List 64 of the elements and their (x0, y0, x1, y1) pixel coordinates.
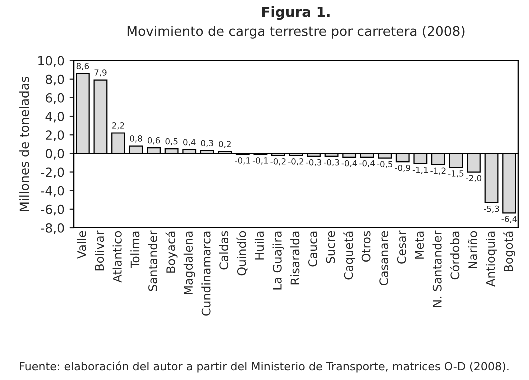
x-tick-label: Meta (415, 232, 424, 259)
source-note: Fuente: elaboración del autor a partir del Ministerio de Transporte, matrices O-D (2008). (20, 362, 509, 373)
data-label: -0,1 (252, 158, 268, 165)
data-label: -2,0 (466, 175, 482, 182)
x-tick-label: Cauca (308, 232, 318, 267)
data-label: -0,3 (324, 159, 340, 167)
y-tick-label: 10,0 (38, 56, 64, 67)
data-label: 7,9 (94, 70, 107, 77)
x-tick-label: Sucre (326, 231, 336, 264)
x-tick-label: Bolivar (95, 230, 104, 271)
data-label: -5,3 (484, 206, 500, 213)
x-tick-label: Santander (148, 230, 158, 292)
x-tick-label: Magdalena (184, 232, 196, 295)
x-tick-label: Huila (254, 232, 264, 260)
x-tick-label: Tolima (130, 232, 140, 269)
x-tick-label: Cesar (397, 230, 406, 264)
data-label: -0,4 (342, 160, 358, 168)
x-tick-label: Boyacá (166, 232, 178, 273)
y-tick-label: 6,0 (46, 93, 64, 104)
data-label: -1,5 (448, 170, 464, 178)
x-tick-label: Otros (362, 231, 371, 262)
y-tick-label: 0,0 (46, 149, 64, 160)
data-label: -0,3 (306, 159, 322, 167)
x-tick-label: Valle (77, 231, 86, 259)
x-tick-label: Nariño (468, 231, 478, 269)
x-tick-label: Caldas (219, 231, 229, 270)
data-label: 0,4 (184, 139, 196, 146)
x-tick-label: La Guajira (272, 232, 284, 290)
y-tick-label: -4,0 (41, 186, 64, 198)
x-tick-label: Córdoba (450, 232, 460, 280)
data-label: -0,9 (395, 164, 410, 172)
data-label: 2,2 (112, 122, 124, 130)
x-tick-label: Cundinamarca (202, 232, 211, 316)
y-tick-label: 8,0 (46, 74, 64, 86)
data-label: 0,6 (148, 137, 160, 145)
x-tick-label: Risaralda (290, 232, 300, 285)
y-tick-label: -6,0 (41, 204, 64, 216)
x-tick-label: Caquetá (344, 232, 356, 280)
x-tick-label: Atlantico (112, 231, 122, 283)
chart-title: Figura 1. (262, 6, 330, 20)
data-label: 0,3 (201, 140, 214, 148)
x-tick-label: N. Santander (432, 230, 442, 308)
data-label: -0,2 (288, 158, 304, 166)
data-label: 0,5 (166, 138, 178, 146)
data-label: -0,2 (270, 158, 286, 166)
data-label: -6,4 (502, 216, 518, 224)
data-label: -0,4 (360, 160, 375, 168)
y-tick-label: -8,0 (41, 223, 64, 234)
y-axis-title: Millones de toneladas (20, 77, 30, 212)
data-label: 0,2 (219, 141, 231, 148)
y-tick-label: -2,0 (41, 168, 64, 178)
x-tick-label: Antioquia (486, 232, 498, 287)
data-label: -1,1 (412, 166, 428, 174)
data-label: -0,5 (377, 161, 393, 168)
data-label: 0,8 (130, 136, 142, 143)
data-label: 8,6 (76, 63, 90, 70)
chart-subtitle: Movimiento de carga terrestre por carretera (2008) (128, 26, 465, 39)
x-tick-label: Bogotá (504, 232, 516, 272)
data-label: -0,1 (235, 158, 250, 165)
y-tick-label: 4,0 (46, 112, 64, 123)
x-tick-label: Quindío (236, 231, 248, 276)
y-tick-label: 2,0 (46, 130, 64, 142)
data-label: -1,2 (430, 168, 446, 175)
x-tick-label: Casanare (380, 231, 389, 286)
